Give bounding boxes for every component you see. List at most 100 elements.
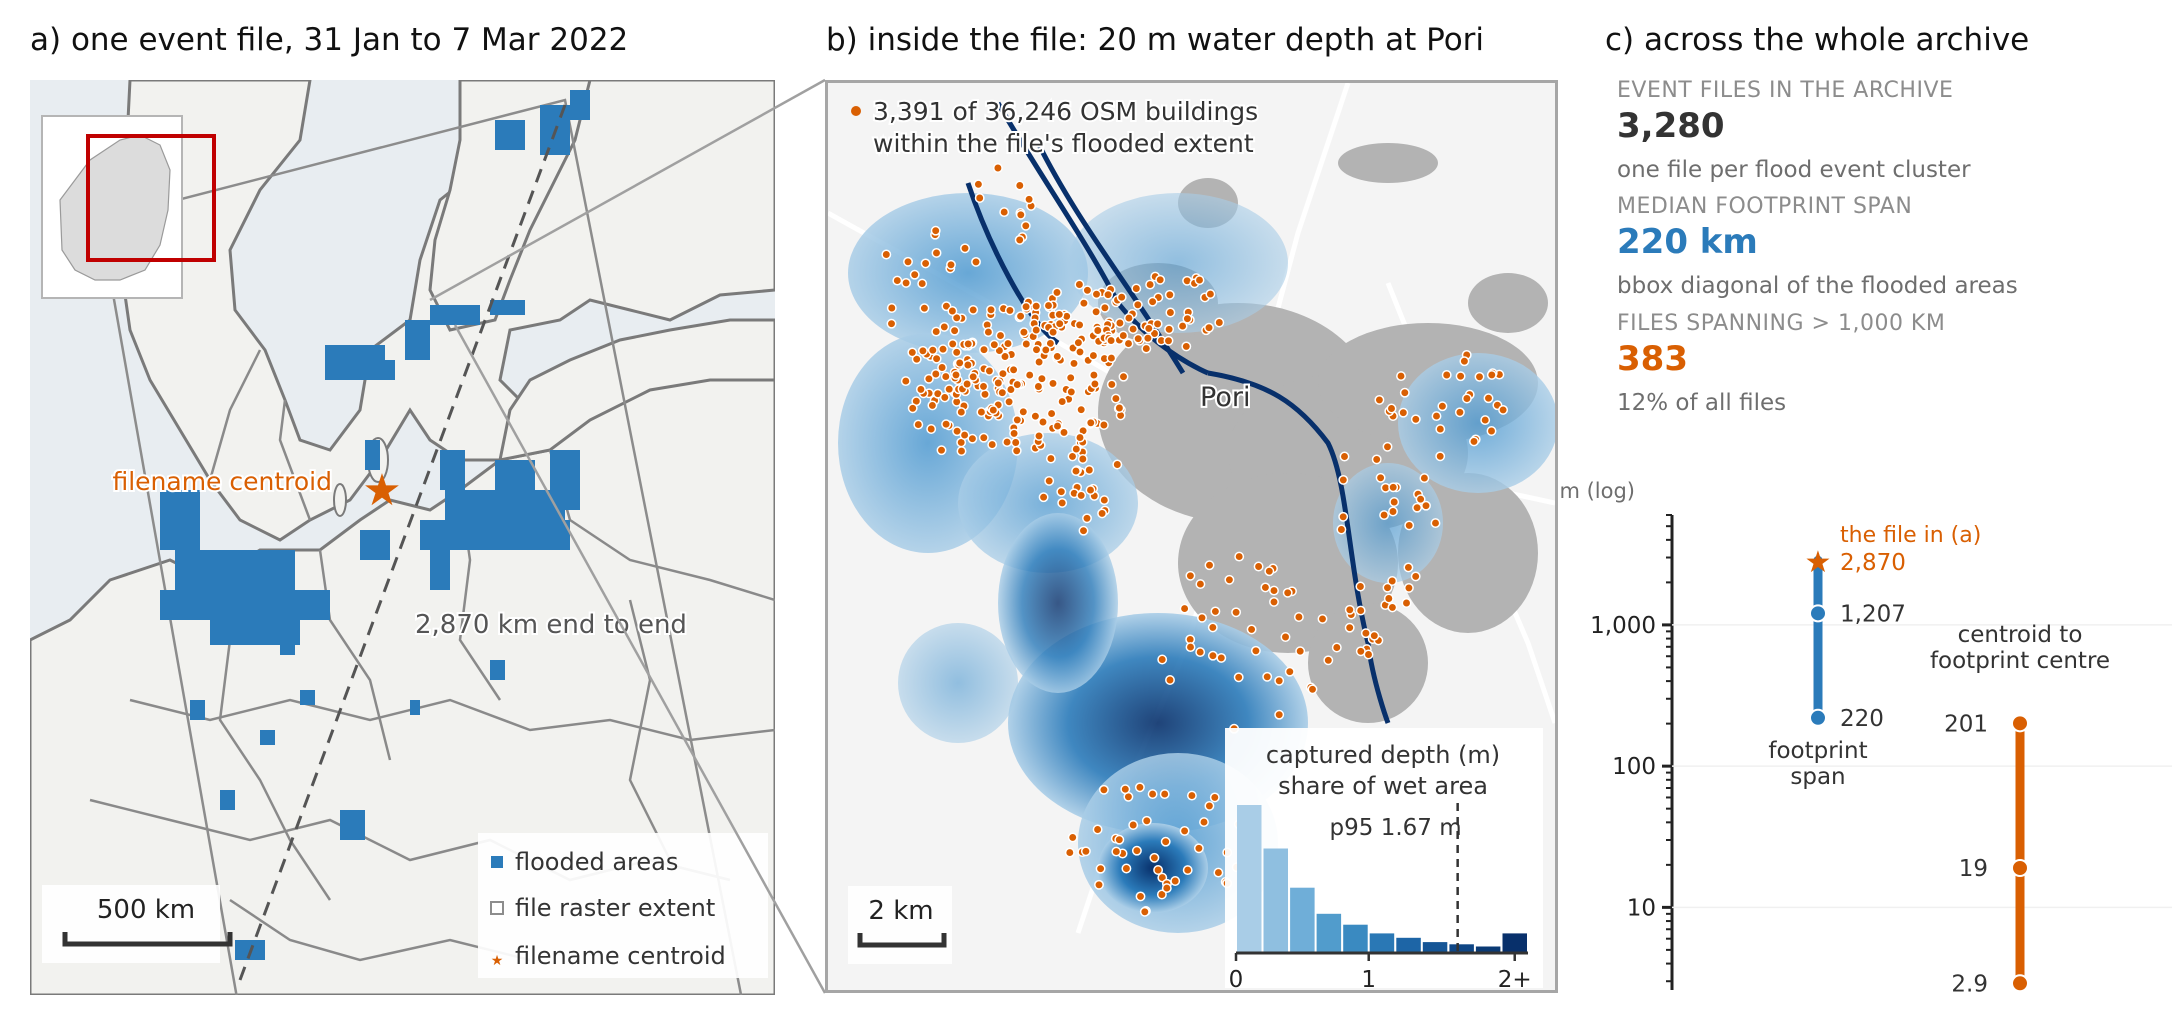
building-point — [1455, 371, 1466, 382]
building-point — [1374, 394, 1385, 405]
building-point — [959, 430, 970, 441]
building-point — [1014, 180, 1025, 191]
stat-span-value: 220 km — [1617, 222, 1758, 262]
range-point — [1809, 708, 1827, 727]
building-point — [1161, 883, 1172, 894]
building-point — [915, 384, 926, 395]
building-point — [967, 433, 978, 444]
span-caption-1: footprint — [1768, 738, 1867, 764]
building-point — [1011, 445, 1022, 456]
building-point — [1170, 876, 1181, 886]
building-point — [1141, 343, 1152, 354]
histogram-tick-label: 1 — [1361, 967, 1376, 990]
histogram-tick-label: 2+ — [1498, 967, 1532, 990]
building-point — [1371, 454, 1382, 465]
histogram-bar — [1316, 913, 1342, 953]
building-point — [1139, 906, 1150, 917]
building-point — [1338, 474, 1349, 485]
building-point — [938, 344, 948, 355]
building-point — [1419, 473, 1430, 484]
building-point — [1091, 289, 1102, 300]
legend-item-flooded: flooded areas — [515, 848, 678, 876]
building-point — [952, 426, 963, 437]
building-point — [1038, 417, 1048, 427]
building-point — [913, 419, 924, 430]
building-point — [1141, 815, 1152, 826]
building-point — [1075, 432, 1085, 443]
gridlines — [1672, 624, 2172, 909]
building-point — [1152, 318, 1163, 329]
building-point — [1398, 407, 1409, 418]
scale-label-b: 2 km — [868, 896, 933, 926]
building-point — [930, 225, 941, 236]
building-point — [1179, 825, 1190, 836]
building-point — [1179, 603, 1190, 614]
depth-histogram-inset: captured depth (m) share of wet area p95… — [1225, 728, 1543, 990]
building-point — [1360, 628, 1371, 639]
building-point — [1120, 784, 1131, 795]
building-point — [1382, 582, 1393, 593]
building-point — [1483, 393, 1494, 404]
range-value-label: 201 — [1944, 711, 1988, 737]
highlight-label: the file in (a) — [1840, 523, 1981, 548]
building-point — [1344, 604, 1355, 615]
building-point — [1045, 338, 1056, 349]
building-point — [907, 347, 918, 358]
building-point — [909, 269, 920, 280]
locator-inset — [41, 115, 216, 299]
centroid-label: filename centroid — [112, 467, 332, 496]
building-point — [917, 345, 928, 356]
building-point — [1044, 475, 1055, 486]
building-point — [927, 345, 938, 356]
building-point — [1056, 486, 1067, 497]
building-point — [1454, 407, 1465, 418]
building-point — [1089, 378, 1100, 389]
histogram-bar — [1263, 848, 1288, 953]
building-point — [1155, 274, 1166, 285]
building-point — [1396, 371, 1406, 382]
building-point — [1355, 581, 1366, 592]
building-point — [939, 392, 950, 403]
building-point — [1156, 889, 1167, 900]
building-point — [1097, 508, 1108, 519]
building-dot-legend-icon — [851, 106, 861, 116]
stat-large-note: 12% of all files — [1617, 390, 1787, 416]
building-point — [1085, 417, 1096, 428]
stat-large-value: 383 — [1617, 339, 1688, 379]
span-caption-2: span — [1790, 764, 1845, 790]
building-point — [930, 369, 941, 379]
building-point — [1069, 358, 1079, 369]
range-value-label: 19 — [1959, 856, 1988, 882]
building-point — [1009, 428, 1020, 439]
building-point — [1233, 672, 1244, 683]
building-point — [1344, 622, 1355, 633]
building-point — [1486, 426, 1497, 436]
building-point — [1021, 301, 1032, 312]
building-point — [1437, 401, 1448, 412]
building-point — [947, 338, 958, 349]
building-point — [976, 407, 987, 418]
building-point — [1186, 790, 1197, 801]
building-point — [931, 353, 942, 364]
panel-b-title: b) inside the file: 20 m water depth at … — [826, 22, 1485, 58]
building-point — [978, 432, 989, 443]
building-point — [1204, 560, 1215, 571]
panel-c-title: c) across the whole archive — [1605, 22, 2030, 58]
building-point — [1387, 576, 1398, 586]
inset-highlight-box — [86, 134, 216, 262]
building-point — [1118, 371, 1129, 382]
building-point — [931, 247, 942, 258]
building-point — [1164, 324, 1175, 335]
building-point — [980, 389, 990, 400]
histogram-bar — [1449, 944, 1474, 953]
p95-label: p95 1.67 m — [1330, 815, 1462, 841]
building-point — [946, 259, 956, 270]
building-point — [1092, 325, 1103, 336]
building-point — [1317, 613, 1328, 624]
building-point — [1031, 344, 1042, 355]
building-point — [1231, 607, 1242, 618]
building-point — [1095, 863, 1106, 874]
building-point — [886, 318, 897, 329]
building-point — [1210, 606, 1221, 617]
buildings-note-line1: 3,391 of 36,246 OSM buildings — [873, 97, 1258, 126]
